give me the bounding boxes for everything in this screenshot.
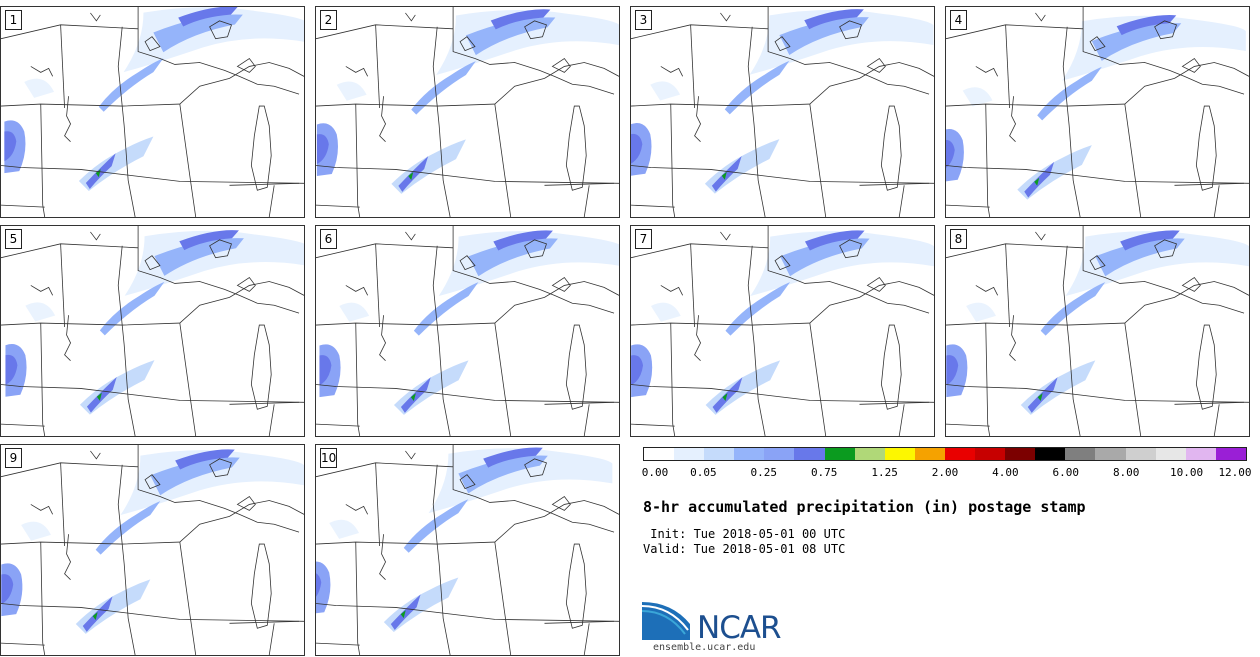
- colorbar-swatch: [944, 448, 976, 460]
- map-svg: [946, 226, 1249, 436]
- figure-title: 8-hr accumulated precipitation (in) post…: [643, 498, 1086, 516]
- valid-time: Valid: Tue 2018-05-01 08 UTC: [643, 542, 846, 556]
- ensemble-member-map: 8: [945, 225, 1250, 437]
- member-number-label: 7: [635, 229, 652, 249]
- member-number-label: 9: [5, 448, 22, 468]
- map-svg: [946, 7, 1249, 217]
- member-number-label: 3: [635, 10, 652, 30]
- member-number-label: 1: [5, 10, 22, 30]
- colorbar-swatch: [824, 448, 855, 460]
- colorbar-swatch: [884, 448, 915, 460]
- ensemble-member-map: 4: [945, 6, 1250, 218]
- map-svg: [631, 7, 934, 217]
- map-svg: [1, 226, 304, 436]
- ensemble-member-map: 10: [315, 444, 620, 656]
- colorbar: [643, 447, 1247, 461]
- colorbar-swatch: [975, 448, 1006, 460]
- colorbar-tick-label: 0.00: [641, 466, 669, 479]
- colorbar-swatch: [734, 448, 765, 460]
- map-svg: [316, 7, 619, 217]
- colorbar-tick-label: 0.75: [810, 466, 838, 479]
- ensemble-member-map: 9: [0, 444, 305, 656]
- colorbar-tick-label: 12.00: [1218, 466, 1252, 479]
- colorbar-tick-label: 10.00: [1170, 466, 1204, 479]
- colorbar-tick-label: 8.00: [1112, 466, 1140, 479]
- ensemble-member-map: 7: [630, 225, 935, 437]
- colorbar-tick-label: 1.25: [871, 466, 898, 479]
- colorbar-swatch: [1155, 448, 1186, 460]
- map-svg: [631, 226, 934, 436]
- colorbar-swatch: [1095, 448, 1126, 460]
- colorbar-swatch: [1215, 448, 1246, 460]
- colorbar-swatch: [1065, 448, 1096, 460]
- colorbar-swatch: [1125, 448, 1156, 460]
- member-number-label: 8: [950, 229, 967, 249]
- colorbar-swatch: [914, 448, 945, 460]
- map-svg: [1, 445, 304, 655]
- colorbar-swatch: [1035, 448, 1066, 460]
- member-number-label: 2: [320, 10, 337, 30]
- colorbar-swatch: [704, 448, 735, 460]
- colorbar-swatch: [854, 448, 885, 460]
- member-number-label: 10: [320, 448, 337, 468]
- map-svg: [316, 226, 619, 436]
- colorbar-swatch: [1005, 448, 1036, 460]
- init-time: Init: Tue 2018-05-01 00 UTC: [643, 527, 846, 541]
- member-number-label: 4: [950, 10, 967, 30]
- ensemble-member-map: 5: [0, 225, 305, 437]
- colorbar-swatch: [1185, 448, 1216, 460]
- colorbar-tick-label: 0.25: [750, 466, 778, 479]
- ncar-logo-icon: [642, 602, 690, 640]
- colorbar-swatch: [644, 448, 675, 460]
- colorbar-tick-label: 4.00: [992, 466, 1019, 479]
- colorbar-swatch: [764, 448, 795, 460]
- colorbar-tick-label: 6.00: [1052, 466, 1080, 479]
- map-svg: [316, 445, 619, 655]
- colorbar-tick-label: 0.05: [690, 466, 717, 479]
- ensemble-member-map: 1: [0, 6, 305, 218]
- colorbar-tick-label: 2.00: [931, 466, 959, 479]
- ensemble-member-map: 6: [315, 225, 620, 437]
- member-number-label: 6: [320, 229, 337, 249]
- colorbar-swatch: [674, 448, 705, 460]
- ensemble-member-map: 2: [315, 6, 620, 218]
- member-number-label: 5: [5, 229, 22, 249]
- logo-text: NCAR: [697, 610, 782, 646]
- colorbar-swatch: [794, 448, 825, 460]
- colorbar-ticks: 0.00 0.05 0.25 0.75 1.25 2.00 4.00 6.00 8.00 10.0…: [641, 466, 1252, 480]
- logo-url: ensemble.ucar.edu: [653, 642, 756, 653]
- ensemble-member-map: 3: [630, 6, 935, 218]
- map-svg: [1, 7, 304, 217]
